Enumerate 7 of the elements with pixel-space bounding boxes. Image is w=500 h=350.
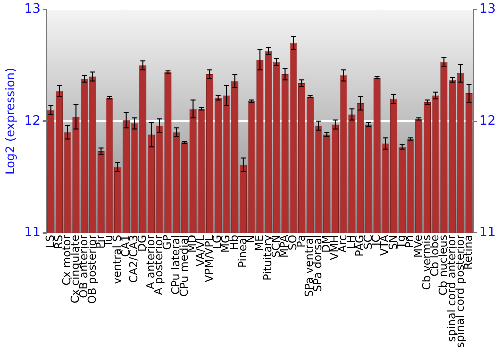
y-axis-title: Log2 (expression) [3,68,18,175]
y-tick-label: 13 [24,2,41,18]
y-tick-label: 12 [24,114,41,129]
y2-tick-label: 11 [479,225,496,240]
y2-tick-label: 12 [479,114,496,129]
y2-tick-label: 13 [479,2,496,18]
y-tick-label: 11 [24,225,41,240]
